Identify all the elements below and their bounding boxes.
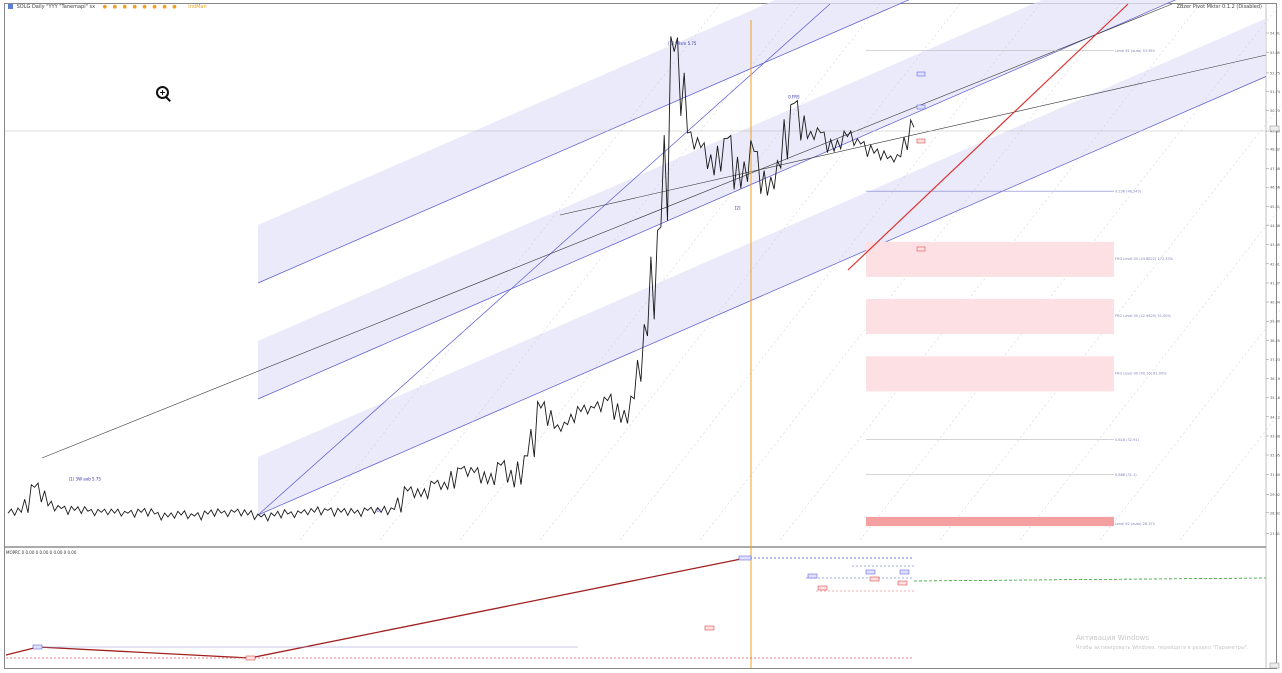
y-tick-label: 37.23 xyxy=(1270,358,1280,362)
sub-box-red-4 xyxy=(704,625,715,631)
y-tick-label: 41.37 xyxy=(1270,282,1280,286)
fan-line xyxy=(1019,205,1282,541)
y-tick-label: 40.34 xyxy=(1270,301,1281,305)
top-right-indicator: ZBzer Pivot Mktsr 0.1.2 (Disabled) xyxy=(1176,4,1262,10)
y-tick-label: 38.25 xyxy=(1270,339,1280,343)
fan-line xyxy=(379,3,801,541)
pitchfork-handle[interactable] xyxy=(257,3,831,516)
y-tick-label: 31.00 xyxy=(1270,473,1280,477)
wave-label: [1] PRsm 5.75 xyxy=(668,41,697,46)
wave-label: (1) xyxy=(375,508,381,513)
level-label: 0.618 (32.91) xyxy=(1115,438,1140,442)
y-tick-label: 32.05 xyxy=(1270,454,1280,458)
watermark-line1: Активация Windows xyxy=(1076,634,1150,642)
level-label: 0.886 (31.1) xyxy=(1115,473,1137,477)
y-tick-label: 51.74 xyxy=(1270,90,1281,94)
sub-axis-box xyxy=(1269,662,1280,669)
fan-line xyxy=(299,3,721,541)
y-tick-label: 35.16 xyxy=(1270,396,1280,400)
wave-label: 0.FRS xyxy=(788,95,800,100)
sub-green-dashed xyxy=(913,577,1267,582)
symbol-line: SOLG Daily "YYY "Tanemapi" sx xyxy=(16,4,96,10)
y-tick-label: 33.08 xyxy=(1270,435,1280,439)
pitchfork-band-1[interactable] xyxy=(258,18,1266,516)
chart-icon xyxy=(8,4,13,9)
price-axis-current-box xyxy=(1269,125,1280,132)
y-tick-label: 34.12 xyxy=(1270,415,1280,419)
fan-line xyxy=(539,3,961,541)
pitchfork-edge-1[interactable] xyxy=(257,76,1267,516)
y-tick-label: 53.85 xyxy=(1270,51,1280,55)
y-tick-label: 39.30 xyxy=(1270,320,1280,324)
price-axis-ticks: 54.91 53.85 52.75 51.74 50.70 49.60 48.62 47.58… xyxy=(1266,32,1281,536)
price-series-line xyxy=(7,36,915,523)
marker-box-1 xyxy=(916,71,926,77)
sub-box-blue-2 xyxy=(807,573,818,579)
y-tick-label: 29.92 xyxy=(1270,493,1280,497)
y-tick-label: 50.70 xyxy=(1270,109,1280,113)
y-tick-label: 48.62 xyxy=(1270,148,1280,152)
sub-box-blue-4 xyxy=(899,569,910,575)
y-tick-label: 52.75 xyxy=(1270,71,1280,75)
fan-line xyxy=(619,3,1041,541)
level-label: FRG Level 00 (42.9825) 51.00% xyxy=(1115,314,1172,318)
sub-box-blue-3 xyxy=(865,569,876,575)
sub-box-red-3 xyxy=(897,580,908,586)
zone-rect[interactable] xyxy=(866,241,1114,277)
sub-box-red-5 xyxy=(245,655,256,661)
sub-box-blue-1 xyxy=(738,555,752,561)
zone-rect[interactable] xyxy=(866,516,1114,527)
red-trendline[interactable] xyxy=(847,3,1129,271)
watermark-line2: Чтобы активировать Windows, перейдите в … xyxy=(1076,645,1249,651)
level-label: FRG Level 00 (40.16) 61.00% xyxy=(1115,371,1167,375)
sub-red-zigzag xyxy=(5,557,747,659)
y-tick-label: 27.81 xyxy=(1270,532,1280,536)
y-tick-label: 45.51 xyxy=(1270,205,1280,209)
fan-line xyxy=(459,3,881,541)
y-tick-label: 47.58 xyxy=(1270,167,1280,171)
y-tick-label: 44.48 xyxy=(1270,224,1280,228)
marker-box-3 xyxy=(916,138,926,144)
fan-line xyxy=(939,103,1282,541)
zoom-in-icon xyxy=(156,86,172,102)
y-tick-label: 49.60 xyxy=(1270,130,1280,134)
zone-rects[interactable] xyxy=(866,241,1114,527)
marker-box-4 xyxy=(916,246,926,252)
sub-box-red-2 xyxy=(869,576,880,582)
windows-activation-watermark: Активация Windows Чтобы активировать Win… xyxy=(1076,633,1249,653)
level-label: Level 62 (auto) 28.375 xyxy=(1115,522,1155,526)
wave-label: (1) 3W aob 5.75 xyxy=(69,477,102,482)
pitchfork-edge-3[interactable] xyxy=(257,0,1266,284)
median-line-long xyxy=(41,3,1173,459)
symbol-header: SOLG Daily "YYY "Tanemapi" sx ● ● ● ● ● … xyxy=(8,4,207,10)
pitchfork-bands[interactable] xyxy=(257,0,1267,516)
sub-window-label: MOPRC 0 0.00 0 0.00 0 0.00 0 0.00 xyxy=(6,550,77,555)
level-label: FRG Level 00 (43.8822) 172.33% xyxy=(1115,257,1174,261)
toolbar-dots[interactable]: ● ● ● ● ● ● ● ● xyxy=(102,4,179,10)
chart-border xyxy=(4,3,1277,669)
sub-box-red-1 xyxy=(817,585,828,591)
level-label: Level 61 (auto) 53.955 xyxy=(1115,49,1155,53)
level-label: 0.236 (46.343) xyxy=(1115,190,1142,194)
zone-rect[interactable] xyxy=(866,299,1114,335)
wave-label: [2] xyxy=(735,205,741,210)
sub-box-blue-5 xyxy=(32,644,43,650)
wave-labels: (1) 3W aob 5.75 (1) [1] PRsm 5.75 [2] 0.FRS xyxy=(69,41,800,513)
y-tick-label: 36.19 xyxy=(1270,377,1280,381)
y-tick-label: 54.91 xyxy=(1270,32,1280,36)
y-tick-label: 28.92 xyxy=(1270,511,1280,515)
zone-rect[interactable] xyxy=(866,356,1114,392)
y-tick-label: 42.41 xyxy=(1270,262,1280,266)
sub-window xyxy=(5,555,1267,661)
y-tick-label: 43.45 xyxy=(1270,243,1280,247)
marker-box-2 xyxy=(916,104,926,110)
indicator-name[interactable]: IndMan xyxy=(188,4,207,10)
median-line-short xyxy=(559,54,1267,216)
level-labels: Level 61 (auto) 53.955 0.236 (46.343) FRG … xyxy=(1115,49,1174,526)
y-tick-label: 46.56 xyxy=(1270,186,1280,190)
